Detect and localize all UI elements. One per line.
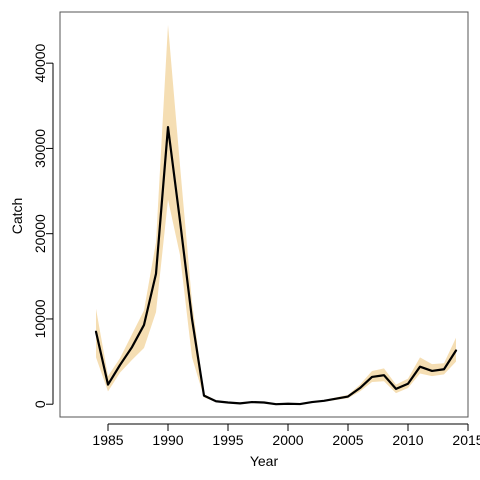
y-axis: 0 10000 20000 30000 40000 — [32, 43, 54, 408]
x-tick-label: 2015 — [452, 432, 480, 448]
x-tick-label: 1985 — [92, 432, 123, 448]
x-tick-label: 2010 — [392, 432, 423, 448]
y-axis-label: Catch — [9, 198, 25, 235]
y-tick-label: 30000 — [32, 129, 48, 168]
x-axis-label: Year — [250, 453, 279, 469]
plot-frame — [59, 11, 469, 418]
catch-line — [94, 126, 458, 406]
y-tick-label: 0 — [32, 400, 48, 408]
x-tick-label: 1995 — [212, 432, 243, 448]
y-tick-label: 20000 — [32, 214, 48, 253]
y-tick-label: 10000 — [32, 299, 48, 338]
x-axis: 1985 1990 1995 2000 2005 2010 2015 — [92, 423, 480, 448]
confidence-band — [96, 24, 456, 405]
x-tick-label: 1990 — [152, 432, 183, 448]
y-tick-label: 40000 — [32, 43, 48, 82]
x-tick-label: 2000 — [272, 432, 303, 448]
x-tick-label: 2005 — [332, 432, 363, 448]
